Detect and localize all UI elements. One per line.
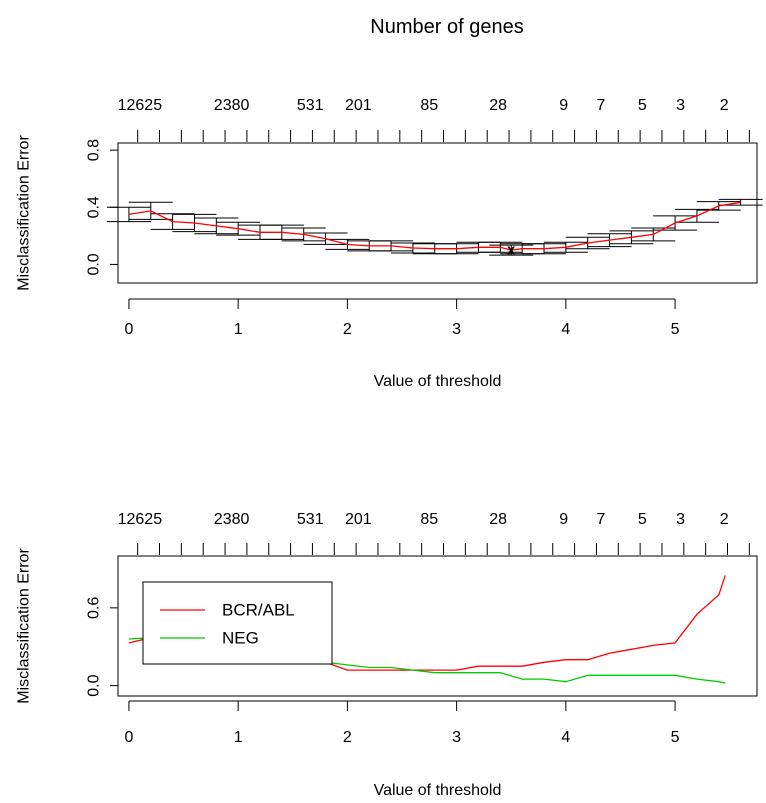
top-axis-label: 2	[720, 97, 729, 114]
legend-label: NEG	[222, 629, 259, 648]
x-axis: 0 1 2 3 4 5	[124, 700, 680, 746]
top-axis-label: 28	[489, 97, 507, 114]
top-axis: 12625 2380 531 201 85 28 9 7 5 3 2	[118, 97, 750, 142]
y-tick-label: 0.4	[86, 196, 103, 218]
x-tick-label: 3	[452, 321, 461, 338]
x-axis: 0 1 2 3 4 5	[124, 298, 680, 338]
plot-frame	[117, 142, 758, 284]
x-tick-label: 4	[561, 321, 570, 338]
top-axis-label: 28	[489, 511, 507, 528]
top-panel: 0 1 2 3 4 5 Value of threshold 0.0 0.4 0.8 Misclas…	[16, 97, 763, 390]
top-axis-label: 12625	[118, 97, 163, 114]
x-axis-title: Value of threshold	[374, 373, 502, 390]
top-axis-label: 7	[596, 511, 605, 528]
x-tick-label: 4	[561, 729, 570, 746]
x-tick-label: 2	[343, 321, 352, 338]
top-axis-label: 2	[720, 511, 729, 528]
top-axis-label: 12625	[118, 511, 163, 528]
x-tick-label: 5	[671, 321, 680, 338]
x-tick-label: 0	[124, 321, 133, 338]
y-axis-title: Misclassification Error	[16, 548, 33, 704]
y-tick-label: 0.0	[86, 674, 103, 696]
x-tick-label: 5	[671, 729, 680, 746]
top-axis-label: 3	[676, 511, 685, 528]
top-axis-label: 201	[345, 97, 372, 114]
legend-label: BCR/ABL	[222, 601, 295, 620]
top-axis-label: 9	[559, 97, 568, 114]
x-tick-label: 1	[234, 729, 243, 746]
y-tick-label: 0.0	[86, 253, 103, 275]
y-tick-label: 0.8	[86, 139, 103, 161]
page-title: Number of genes	[370, 16, 523, 38]
x-tick-label: 0	[124, 729, 133, 746]
top-axis-label: 9	[559, 511, 568, 528]
top-axis-label: 531	[297, 97, 324, 114]
top-axis-label: 2380	[214, 97, 250, 114]
series-0	[106, 198, 763, 256]
legend: BCR/ABL NEG	[142, 581, 333, 665]
top-axis: 12625 2380 531 201 85 28 9 7 5 3 2	[118, 511, 750, 555]
y-tick-label: 0.6	[86, 597, 103, 619]
series-line	[128, 201, 741, 251]
x-tick-label: 1	[234, 321, 243, 338]
y-axis-title: Misclassification Error	[16, 135, 33, 291]
x-tick-label: 2	[343, 729, 352, 746]
top-axis-label: 201	[345, 511, 372, 528]
y-axis: 0.0 0.6	[86, 597, 119, 697]
bottom-panel: 0 1 2 3 4 5 Value of threshold 0.0 0.6 Misclassif…	[16, 511, 758, 799]
top-axis-label: 5	[638, 97, 647, 114]
top-axis-label: 3	[676, 97, 685, 114]
top-axis-label: 85	[420, 511, 438, 528]
top-axis-label: 7	[596, 97, 605, 114]
x-axis-title: Value of threshold	[374, 782, 502, 799]
top-axis-label: 531	[297, 511, 324, 528]
top-axis-label: 5	[638, 511, 647, 528]
min-error-marker: x	[507, 242, 516, 259]
legend-box	[142, 581, 333, 665]
top-axis-label: 2380	[214, 511, 250, 528]
x-tick-label: 3	[452, 729, 461, 746]
top-axis-label: 85	[420, 97, 438, 114]
